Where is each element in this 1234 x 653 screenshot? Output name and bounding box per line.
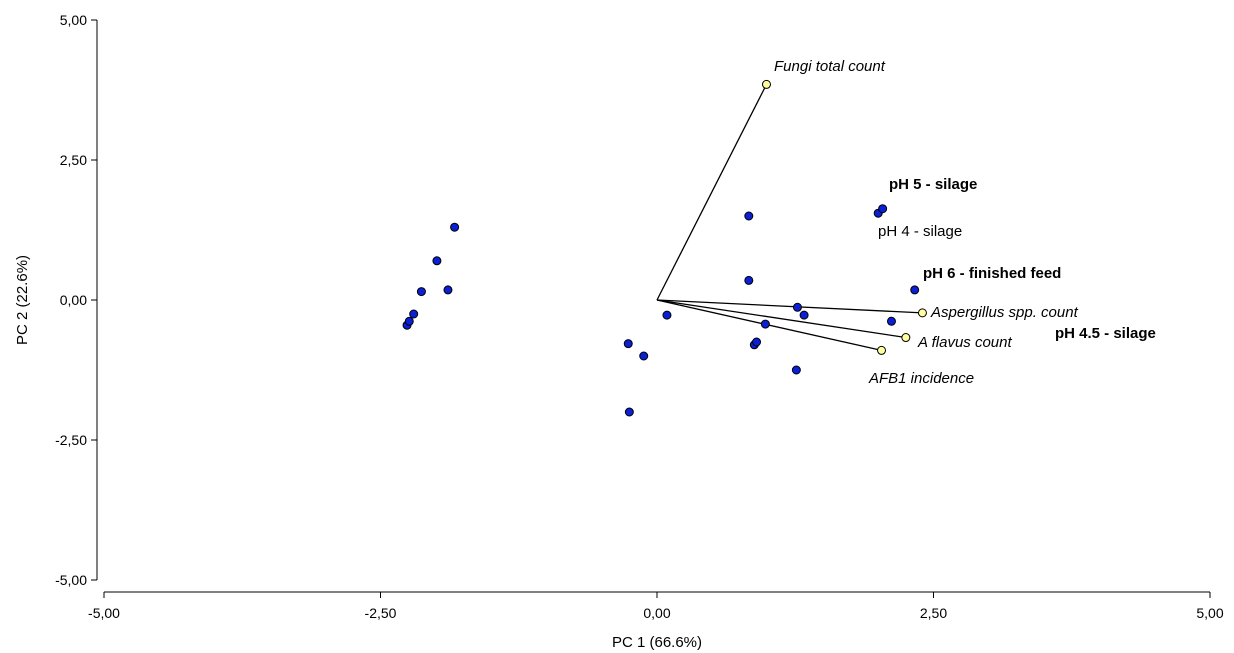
label-fungi-total-count: Fungi total count <box>774 58 886 75</box>
score-point <box>760 319 770 329</box>
score-point <box>799 310 809 320</box>
y-axis-title: PC 2 (22.6%) <box>14 255 31 345</box>
x-tick-label: 0,00 <box>643 605 670 621</box>
label-aspergillus-count: Aspergillus spp. count <box>930 304 1079 321</box>
score-point <box>624 407 634 417</box>
score-point <box>432 256 442 266</box>
point-labels: Fungi total count Aspergillus spp. count… <box>774 58 1156 387</box>
score-point <box>443 285 453 295</box>
score-point <box>752 337 762 347</box>
y-tick-label: 2,50 <box>60 152 87 168</box>
label-ph45-silage: pH 4.5 - silage <box>1055 325 1156 342</box>
label-afb1-incidence: AFB1 incidence <box>868 370 974 387</box>
loading-vector <box>656 84 768 301</box>
y-tick-label: -2,50 <box>55 432 87 448</box>
loading-vector <box>656 299 906 339</box>
score-point <box>791 365 801 375</box>
score-point <box>404 316 414 326</box>
x-tick-label: -2,50 <box>365 605 397 621</box>
x-tick-label: 5,00 <box>1196 605 1223 621</box>
loading-point <box>917 308 927 318</box>
x-axis-title: PC 1 (66.6%) <box>612 634 702 651</box>
score-point <box>744 275 754 285</box>
axes: -5,00 -2,50 0,00 2,50 5,00 -5,00 -2,50 0,00 2,5… <box>55 12 1224 621</box>
loading-point <box>761 79 771 89</box>
loading-points <box>761 79 927 355</box>
score-point <box>623 339 633 349</box>
x-tick-label: -5,00 <box>88 605 120 621</box>
x-ticks: -5,00 -2,50 0,00 2,50 5,00 <box>88 592 1224 621</box>
score-point <box>886 316 896 326</box>
score-point <box>878 204 888 214</box>
x-tick-label: 2,50 <box>920 605 947 621</box>
label-ph4-silage: pH 4 - silage <box>878 223 962 240</box>
score-point <box>910 285 920 295</box>
label-ph5-silage: pH 5 - silage <box>889 176 977 193</box>
loading-point <box>901 333 911 343</box>
y-tick-label: 5,00 <box>60 12 87 28</box>
score-point <box>662 310 672 320</box>
score-point <box>409 309 419 319</box>
y-tick-label: 0,00 <box>60 292 87 308</box>
score-point <box>450 222 460 232</box>
score-points <box>402 204 920 417</box>
score-point <box>639 351 649 361</box>
label-a-flavus-count: A flavus count <box>917 334 1012 351</box>
loading-vectors <box>656 84 923 352</box>
score-point <box>792 302 802 312</box>
label-ph6-finished-feed: pH 6 - finished feed <box>923 265 1061 282</box>
y-tick-label: -5,00 <box>55 572 87 588</box>
score-point <box>416 287 426 297</box>
loading-point <box>877 345 887 355</box>
y-ticks: -5,00 -2,50 0,00 2,50 5,00 <box>55 12 97 588</box>
loading-vector <box>656 299 923 314</box>
score-point <box>744 211 754 221</box>
